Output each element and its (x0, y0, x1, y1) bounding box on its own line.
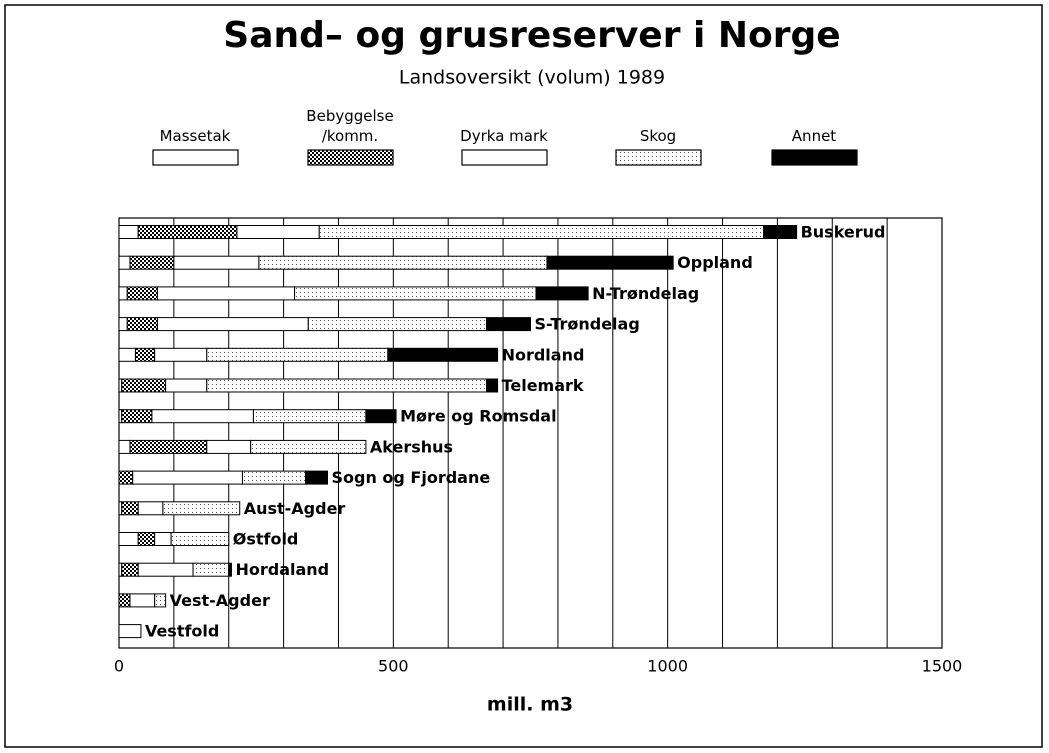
bar-segment (252, 409, 367, 424)
legend-swatch (771, 149, 858, 166)
bar-segment (137, 562, 194, 577)
frame (4, 4, 1043, 748)
x-tick-label: 500 (378, 657, 409, 676)
bar-segment (137, 501, 164, 516)
bar-segment (305, 470, 328, 485)
category-label: Telemark (502, 376, 584, 395)
category-label: Vestfold (145, 622, 219, 641)
bar-segment (258, 255, 548, 270)
bar-segment (154, 532, 172, 546)
bar-segment (126, 286, 158, 301)
bar-segment (121, 409, 153, 424)
x-axis-label: mill. m3 (487, 694, 573, 716)
bar-segment (118, 225, 139, 239)
bar-segment (137, 225, 238, 239)
bar-segment (365, 409, 397, 424)
x-tick-label: 0 (114, 657, 124, 676)
bar-segment (121, 562, 139, 577)
bar-segment (236, 225, 320, 239)
category-label: Østfold (233, 530, 299, 549)
legend-swatch (615, 149, 702, 166)
bar-segment (206, 439, 252, 454)
bar-segment (318, 225, 765, 239)
category-label: Møre og Romsdal (400, 407, 556, 426)
bar-segment (121, 378, 167, 393)
category-label: Buskerud (801, 223, 886, 242)
bar-segment (156, 317, 309, 332)
bar-segment (118, 624, 142, 639)
bar-segment (486, 378, 499, 393)
bar-segment (154, 347, 208, 362)
plot-area (118, 217, 943, 649)
bar-segment (129, 439, 208, 454)
bar-segment (156, 286, 296, 301)
bar-segment (118, 255, 131, 270)
bar-segment (151, 409, 254, 424)
bar-segment (250, 439, 367, 454)
category-label: Hordaland (235, 560, 329, 579)
bar-segment (387, 347, 499, 362)
bar-segment (137, 532, 156, 546)
bar-segment (763, 225, 798, 239)
category-label: Nordland (502, 345, 585, 364)
bar-segment (486, 317, 531, 332)
bar-segment (129, 255, 175, 270)
category-label: S-Trøndelag (535, 315, 640, 334)
bar-segment (134, 347, 156, 362)
category-label: N-Trøndelag (592, 284, 699, 303)
bar-segment (118, 532, 139, 546)
legend-label: Massetak (159, 127, 231, 145)
bar-segment (126, 317, 158, 332)
bar-segment (118, 317, 128, 332)
category-label: Oppland (677, 253, 753, 272)
bar-segment (192, 562, 230, 577)
bar-segment (121, 501, 139, 516)
bar-segment (118, 347, 136, 362)
bar-segment (154, 593, 167, 608)
legend-label: Annet (791, 127, 837, 145)
bar-segment (294, 286, 537, 301)
x-tick-label: 1500 (922, 657, 963, 676)
category-label: Akershus (370, 437, 453, 456)
legend-swatch (152, 149, 239, 166)
bar-segment (129, 593, 156, 608)
bar-segment (170, 532, 230, 546)
bar-segment (118, 286, 128, 301)
bar-segment (162, 501, 241, 516)
bar-segment (241, 470, 307, 485)
bar-segment (546, 255, 674, 270)
bar-segment (206, 347, 389, 362)
bar-segment (132, 470, 243, 485)
bar-segment (118, 470, 134, 485)
bar-segment (165, 378, 208, 393)
legend-label: Bebyggelse /komm. (306, 107, 394, 145)
bar-segment (307, 317, 488, 332)
legend-label: Skog (639, 127, 677, 145)
category-label: Aust-Agder (244, 499, 346, 518)
x-tick-label: 1000 (647, 657, 688, 676)
bar-segment (173, 255, 260, 270)
bar-segment (118, 593, 131, 608)
legend-swatch (461, 149, 548, 166)
bar-segment (228, 562, 232, 577)
category-label: Sogn og Fjordane (331, 468, 490, 487)
legend-label: Dyrka mark (460, 127, 548, 145)
bar-segment (206, 378, 488, 393)
chart-title: Sand– og grusreserver i Norge (223, 15, 840, 56)
chart-subtitle: Landsoversikt (volum) 1989 (399, 67, 665, 89)
bar-segment (118, 439, 131, 454)
bar-segment (535, 286, 589, 301)
category-label: Vest-Agder (170, 591, 270, 610)
legend-swatch (307, 149, 394, 166)
